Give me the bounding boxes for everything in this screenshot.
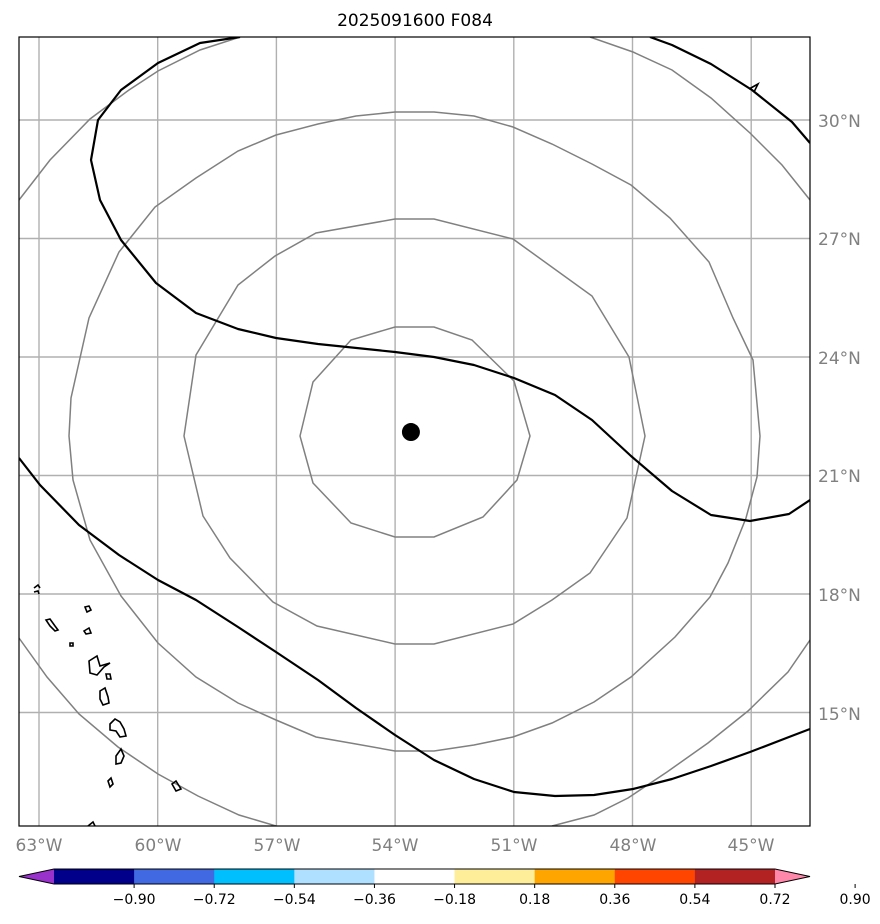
lon-label: 60°W bbox=[135, 836, 182, 856]
distance-ring bbox=[299, 326, 531, 538]
lon-label: 54°W bbox=[372, 836, 419, 856]
colorbar-tick-label: −0.36 bbox=[353, 892, 396, 908]
island bbox=[99, 686, 110, 706]
map-frame bbox=[18, 36, 811, 827]
distance-ring bbox=[183, 218, 646, 645]
colorbar: −0.90 −0.72 −0.54 −0.36 −0.18 0.18 0.36 0.54 0.7… bbox=[18, 868, 871, 908]
lat-label: 21°N bbox=[818, 467, 861, 487]
colorbar-segment bbox=[454, 869, 536, 884]
lon-label: 57°W bbox=[254, 836, 301, 856]
lon-label: 51°W bbox=[491, 836, 538, 856]
lon-label: 45°W bbox=[728, 836, 775, 856]
contour-line-northeast bbox=[649, 37, 810, 144]
contour-line-south bbox=[19, 457, 810, 798]
distance-ring bbox=[19, 37, 810, 826]
colorbar-segment bbox=[214, 869, 295, 884]
colorbar-segment bbox=[294, 869, 375, 884]
island bbox=[107, 776, 114, 789]
distance-rings bbox=[19, 37, 810, 826]
island bbox=[44, 618, 60, 632]
colorbar-segment bbox=[534, 869, 616, 884]
island bbox=[170, 779, 183, 793]
map-panel bbox=[18, 36, 811, 827]
colorbar-tick-label: 0.72 bbox=[759, 892, 790, 908]
colorbar-segment bbox=[134, 869, 215, 884]
lat-label: 18°N bbox=[818, 586, 861, 606]
island bbox=[105, 673, 112, 680]
map-title: 2025091600 F084 bbox=[337, 11, 493, 31]
colorbar-tick-label: −0.72 bbox=[193, 892, 236, 908]
island bbox=[83, 605, 93, 614]
contour-lines bbox=[19, 37, 810, 798]
colorbar-tick-label: −0.90 bbox=[113, 892, 156, 908]
island bbox=[69, 642, 74, 647]
island bbox=[87, 820, 96, 826]
storm-center-marker bbox=[401, 423, 420, 442]
colorbar-segment bbox=[614, 869, 696, 884]
island bbox=[88, 654, 111, 676]
lat-label: 24°N bbox=[818, 349, 861, 369]
colorbar-segment bbox=[694, 869, 776, 884]
colorbar-extend-high bbox=[775, 869, 810, 884]
island bbox=[82, 626, 93, 635]
lat-label: 30°N bbox=[818, 112, 861, 132]
longitude-labels: 63°W 60°W 57°W 54°W 51°W 48°W 45°W bbox=[16, 836, 775, 856]
colorbar-segment bbox=[374, 869, 456, 884]
colorbar-extend-low bbox=[19, 869, 54, 884]
island bbox=[115, 747, 125, 765]
colorbar-outline bbox=[18, 868, 811, 885]
islands bbox=[33, 583, 183, 826]
contour-cusp bbox=[748, 82, 760, 93]
latitude-labels: 30°N 27°N 24°N 21°N 18°N 15°N bbox=[818, 112, 861, 725]
colorbar-tick-label: 0.36 bbox=[599, 892, 630, 908]
island bbox=[33, 583, 41, 595]
contour-line-north bbox=[89, 37, 810, 523]
colorbar-tick-label: 0.90 bbox=[840, 892, 871, 908]
lat-label: 27°N bbox=[818, 230, 861, 250]
lon-label: 63°W bbox=[16, 836, 63, 856]
distance-ring bbox=[68, 111, 761, 752]
colorbar-tick-label: −0.18 bbox=[433, 892, 476, 908]
colorbar-tick-label: 0.18 bbox=[519, 892, 550, 908]
lat-label: 15°N bbox=[818, 705, 861, 725]
colorbar-tick-label: 0.54 bbox=[679, 892, 710, 908]
colorbar-tick-label: −0.54 bbox=[273, 892, 316, 908]
gridlines bbox=[19, 37, 810, 826]
lon-label: 48°W bbox=[610, 836, 657, 856]
island bbox=[109, 717, 128, 738]
colorbar-segment bbox=[54, 869, 135, 884]
